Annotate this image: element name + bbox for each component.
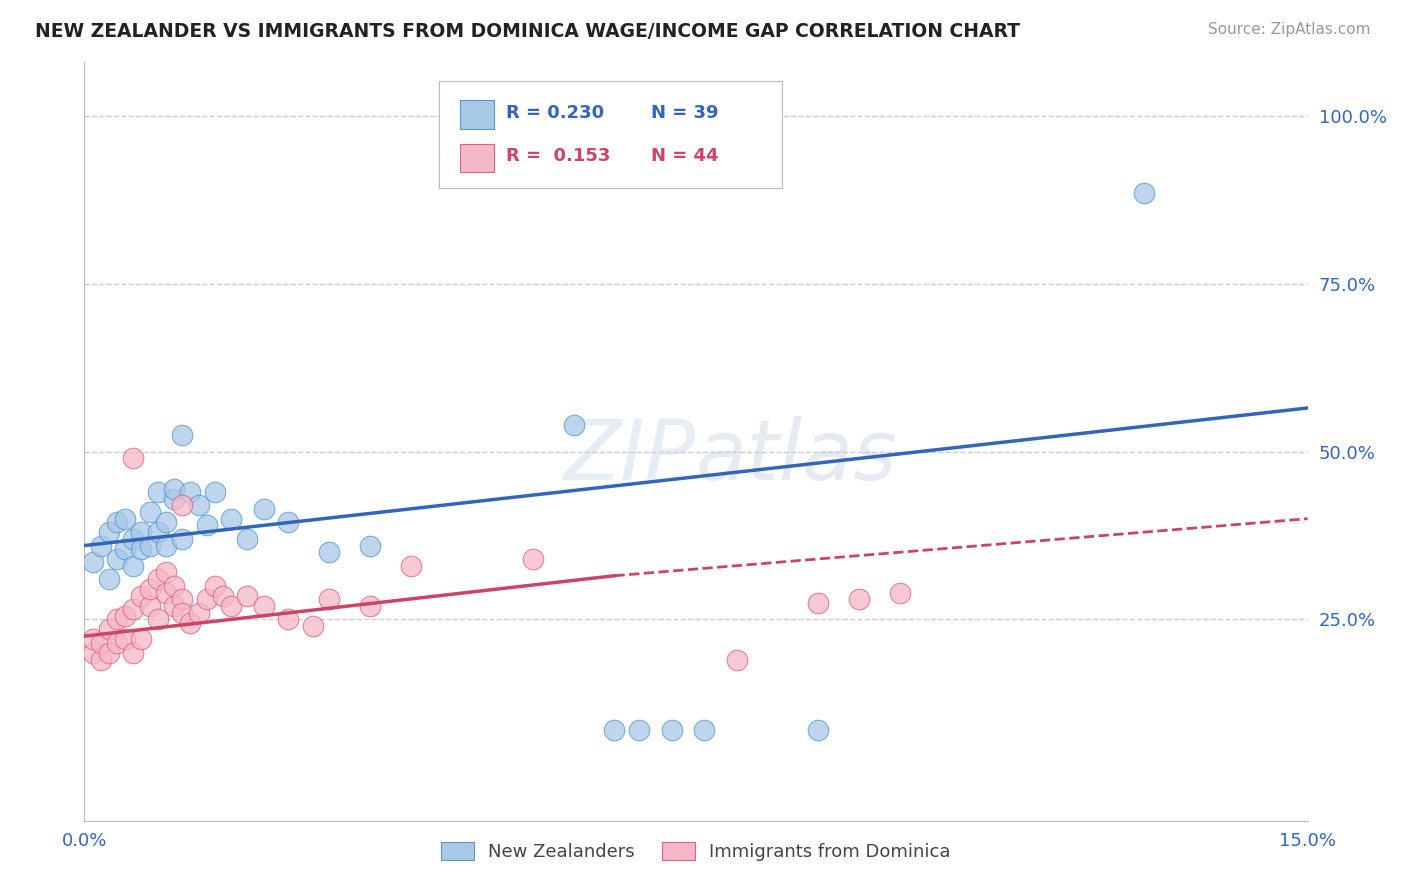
Point xyxy=(131,589,153,603)
Point xyxy=(105,515,128,529)
Point xyxy=(195,592,218,607)
Point xyxy=(138,599,160,613)
Point xyxy=(114,609,136,624)
Point xyxy=(807,596,830,610)
Point xyxy=(105,612,128,626)
Point xyxy=(163,579,186,593)
FancyBboxPatch shape xyxy=(439,81,782,187)
Point xyxy=(122,602,145,616)
Point xyxy=(522,552,544,566)
Point xyxy=(122,532,145,546)
Point xyxy=(155,566,177,580)
Point xyxy=(82,646,104,660)
Point xyxy=(172,592,194,607)
Point xyxy=(204,579,226,593)
Point xyxy=(131,541,153,556)
Point xyxy=(82,555,104,569)
Point xyxy=(277,515,299,529)
Point xyxy=(627,723,650,737)
Point xyxy=(105,636,128,650)
Point xyxy=(146,572,169,586)
Point xyxy=(725,652,748,666)
Point xyxy=(146,525,169,540)
Point xyxy=(661,723,683,737)
Point xyxy=(219,599,242,613)
Point xyxy=(179,615,201,630)
Point xyxy=(114,512,136,526)
Point xyxy=(163,491,186,506)
Point xyxy=(253,501,276,516)
Point xyxy=(114,632,136,647)
Point xyxy=(163,482,186,496)
Bar xyxy=(460,101,494,129)
Point xyxy=(172,498,194,512)
Point xyxy=(889,585,911,599)
Point xyxy=(155,515,177,529)
Point xyxy=(212,589,235,603)
Text: R = 0.230: R = 0.230 xyxy=(506,104,605,122)
Point xyxy=(97,572,120,586)
Point xyxy=(807,723,830,737)
Point xyxy=(253,599,276,613)
Point xyxy=(172,532,194,546)
Text: atlas: atlas xyxy=(696,417,897,497)
Point xyxy=(97,646,120,660)
Point xyxy=(236,589,259,603)
Bar xyxy=(460,144,494,172)
Point xyxy=(301,619,323,633)
Point xyxy=(131,525,153,540)
Point xyxy=(172,606,194,620)
Point xyxy=(138,539,160,553)
Text: ZIP: ZIP xyxy=(564,417,696,497)
Point xyxy=(146,484,169,499)
Point xyxy=(90,539,112,553)
Point xyxy=(318,592,340,607)
Point xyxy=(138,582,160,596)
Point xyxy=(122,451,145,466)
Point xyxy=(155,539,177,553)
Point xyxy=(359,599,381,613)
Point xyxy=(82,632,104,647)
Point xyxy=(277,612,299,626)
Legend: New Zealanders, Immigrants from Dominica: New Zealanders, Immigrants from Dominica xyxy=(434,835,957,869)
Point xyxy=(236,532,259,546)
Point xyxy=(146,612,169,626)
Point xyxy=(187,498,209,512)
Point xyxy=(1133,186,1156,201)
Point xyxy=(97,623,120,637)
Point xyxy=(172,427,194,442)
Point xyxy=(848,592,870,607)
Point xyxy=(693,723,716,737)
Point xyxy=(603,723,626,737)
Point xyxy=(138,505,160,519)
Point xyxy=(122,646,145,660)
Point xyxy=(318,545,340,559)
Point xyxy=(97,525,120,540)
Point xyxy=(114,541,136,556)
Point xyxy=(90,652,112,666)
Point xyxy=(187,606,209,620)
Text: N = 44: N = 44 xyxy=(651,147,718,165)
Point xyxy=(219,512,242,526)
Point xyxy=(179,484,201,499)
Point xyxy=(195,518,218,533)
Point xyxy=(359,539,381,553)
Point xyxy=(105,552,128,566)
Point xyxy=(163,599,186,613)
Point xyxy=(131,632,153,647)
Point xyxy=(122,558,145,573)
Point xyxy=(90,636,112,650)
Text: R =  0.153: R = 0.153 xyxy=(506,147,610,165)
Text: Source: ZipAtlas.com: Source: ZipAtlas.com xyxy=(1208,22,1371,37)
Text: N = 39: N = 39 xyxy=(651,104,718,122)
Point xyxy=(399,558,422,573)
Point xyxy=(204,484,226,499)
Text: NEW ZEALANDER VS IMMIGRANTS FROM DOMINICA WAGE/INCOME GAP CORRELATION CHART: NEW ZEALANDER VS IMMIGRANTS FROM DOMINIC… xyxy=(35,22,1021,41)
Point xyxy=(155,585,177,599)
Point xyxy=(562,417,585,432)
